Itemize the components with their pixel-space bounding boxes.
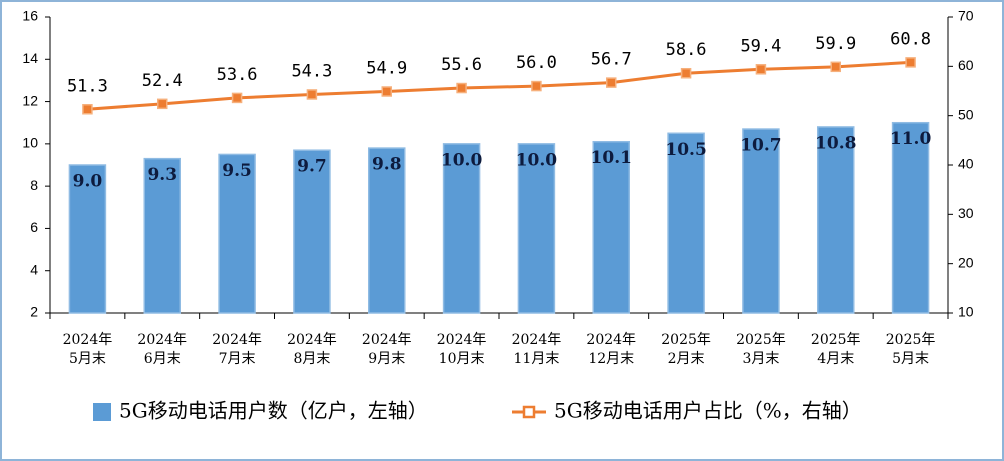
x-tick-label: 2月末 — [668, 351, 705, 367]
x-tick-label: 2024年 — [512, 332, 562, 348]
bar-value-label: 10.8 — [815, 133, 856, 153]
line-value-label: 58.6 — [666, 40, 707, 60]
x-tick-label: 12月末 — [588, 351, 634, 367]
line-marker — [680, 67, 692, 79]
y-tick-label: 14 — [22, 50, 38, 66]
x-tick-label: 2024年 — [437, 332, 487, 348]
bar — [293, 149, 331, 314]
bar-value-label: 10.5 — [665, 140, 706, 160]
line-value-label: 55.6 — [441, 55, 482, 75]
y2-tick-label: 40 — [958, 156, 974, 172]
y2-tick-label: 50 — [958, 106, 974, 122]
bar-value-label: 9.5 — [222, 161, 252, 181]
y-tick-label: 4 — [30, 261, 38, 277]
y2-tick-label: 10 — [958, 304, 974, 320]
y-tick-label: 10 — [22, 135, 38, 151]
bar — [218, 153, 256, 314]
line-value-label: 54.9 — [366, 58, 407, 78]
bar-value-label: 10.0 — [441, 150, 483, 170]
bar-value-label: 9.7 — [297, 157, 327, 177]
line-marker — [82, 104, 93, 115]
legend-label: 5G移动电话用户占比（%，右轴） — [554, 399, 862, 423]
y-tick-label: 12 — [22, 92, 38, 108]
legend-label: 5G移动电话用户数（亿户，左轴） — [119, 399, 428, 423]
bar — [592, 140, 630, 314]
line-marker — [531, 80, 542, 92]
x-tick-label: 5月末 — [892, 351, 929, 367]
legend-swatch — [93, 403, 111, 421]
line-value-label: 60.8 — [890, 29, 931, 49]
line-value-label: 53.6 — [217, 65, 258, 85]
line-marker — [606, 77, 617, 88]
bar — [517, 143, 556, 314]
line-marker — [306, 89, 318, 100]
x-tick-label: 9月末 — [368, 351, 405, 367]
x-tick-label: 4月末 — [817, 351, 854, 367]
x-tick-label: 10月末 — [439, 351, 485, 367]
bar-value-label: 10.0 — [516, 150, 558, 170]
bar-value-label: 11.0 — [890, 129, 932, 149]
x-tick-label: 2025年 — [736, 332, 786, 348]
bar-value-label: 9.0 — [73, 172, 103, 192]
x-tick-label: 2024年 — [212, 332, 262, 348]
bar — [667, 132, 705, 314]
bar-value-label: 10.1 — [591, 148, 632, 168]
line-value-label: 52.4 — [142, 71, 183, 91]
y-tick-label: 6 — [30, 219, 38, 235]
bar-value-label: 10.7 — [740, 136, 781, 156]
y-tick-label: 16 — [22, 8, 38, 24]
x-tick-label: 8月末 — [293, 351, 330, 367]
x-tick-label: 2025年 — [886, 332, 936, 348]
y2-tick-label: 20 — [958, 254, 974, 270]
x-tick-label: 6月末 — [144, 351, 181, 367]
legend-swatch — [522, 405, 536, 419]
bar — [143, 157, 181, 314]
line-value-label: 51.3 — [67, 76, 108, 96]
bar — [742, 128, 780, 314]
y2-tick-label: 70 — [958, 8, 974, 24]
line-marker — [381, 86, 392, 97]
x-tick-label: 2024年 — [586, 332, 636, 348]
bar-value-label: 9.8 — [372, 155, 402, 175]
x-tick-label: 2025年 — [811, 332, 861, 348]
line-marker — [905, 57, 916, 68]
x-tick-label: 2024年 — [137, 332, 187, 348]
line-marker — [755, 64, 767, 75]
y-tick-label: 2 — [30, 304, 38, 320]
x-tick-label: 2024年 — [63, 332, 113, 348]
bar — [817, 126, 855, 314]
bar-value-label: 9.3 — [147, 165, 177, 185]
bar — [442, 143, 481, 314]
x-tick-label: 7月末 — [219, 351, 256, 367]
y2-tick-label: 60 — [958, 57, 974, 73]
bar — [68, 164, 107, 314]
line-marker — [231, 92, 243, 104]
x-tick-label: 3月末 — [742, 351, 779, 367]
line-marker — [157, 98, 168, 110]
x-tick-label: 2025年 — [661, 332, 711, 348]
y-tick-label: 8 — [30, 177, 38, 193]
y2-tick-label: 30 — [958, 205, 974, 221]
line-marker — [830, 61, 841, 73]
x-tick-label: 11月末 — [514, 351, 560, 367]
x-tick-label: 5月末 — [69, 351, 106, 367]
line-value-label: 59.4 — [740, 36, 781, 56]
line-value-label: 54.3 — [291, 61, 332, 81]
line-value-label: 56.7 — [591, 50, 632, 70]
x-tick-label: 2024年 — [362, 332, 412, 348]
line-marker — [456, 82, 467, 94]
x-tick-label: 2024年 — [287, 332, 337, 348]
bar — [891, 121, 930, 314]
line-value-label: 59.9 — [815, 34, 856, 54]
line-value-label: 56.0 — [516, 53, 557, 73]
line — [87, 60, 911, 111]
bar — [368, 147, 406, 314]
